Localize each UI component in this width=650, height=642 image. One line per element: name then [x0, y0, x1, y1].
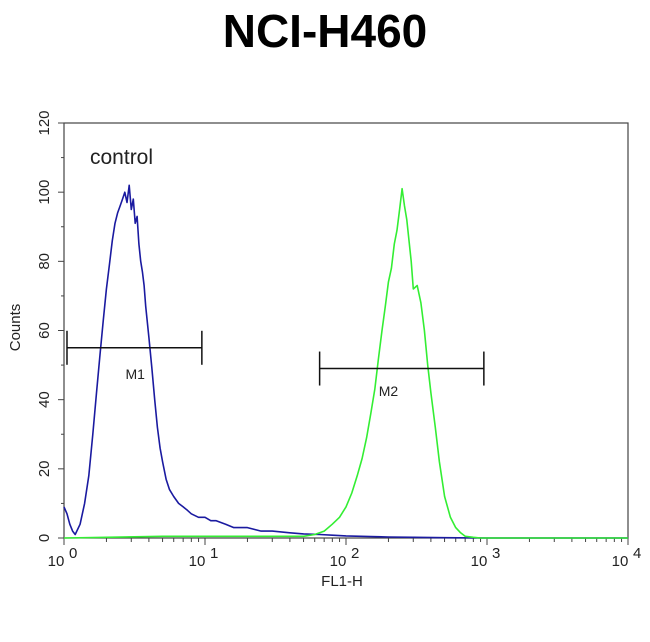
x-tick-exponent: 1 — [210, 545, 218, 562]
x-tick-exponent: 2 — [351, 545, 359, 562]
x-tick-label: 10 — [471, 553, 488, 570]
histogram-series-2 — [63, 187, 628, 539]
y-tick-label: 120 — [36, 110, 53, 135]
chart-title: NCI-H460 — [222, 5, 428, 57]
x-tick-label: 10 — [48, 553, 65, 570]
x-tick-label: 10 — [189, 553, 206, 570]
y-tick-label: 0 — [36, 534, 53, 542]
y-tick-label: 40 — [36, 391, 53, 408]
x-axis-label: FL1-H — [321, 573, 363, 590]
x-tick-exponent: 0 — [69, 545, 77, 562]
x-tick-label: 10 — [612, 553, 629, 570]
y-tick-label: 100 — [36, 180, 53, 205]
y-tick-label: 60 — [36, 322, 53, 339]
y-tick-label: 20 — [36, 460, 53, 477]
x-tick-exponent: 4 — [633, 545, 641, 562]
histogram-series-1 — [63, 184, 628, 539]
control-annotation: control — [90, 146, 153, 169]
marker-label-m2: M2 — [379, 383, 399, 399]
x-tick-exponent: 3 — [492, 545, 500, 562]
y-tick-label: 80 — [36, 253, 53, 270]
x-tick-label: 10 — [330, 553, 347, 570]
marker-label-m1: M1 — [125, 366, 145, 382]
y-axis-label: Counts — [7, 304, 24, 352]
